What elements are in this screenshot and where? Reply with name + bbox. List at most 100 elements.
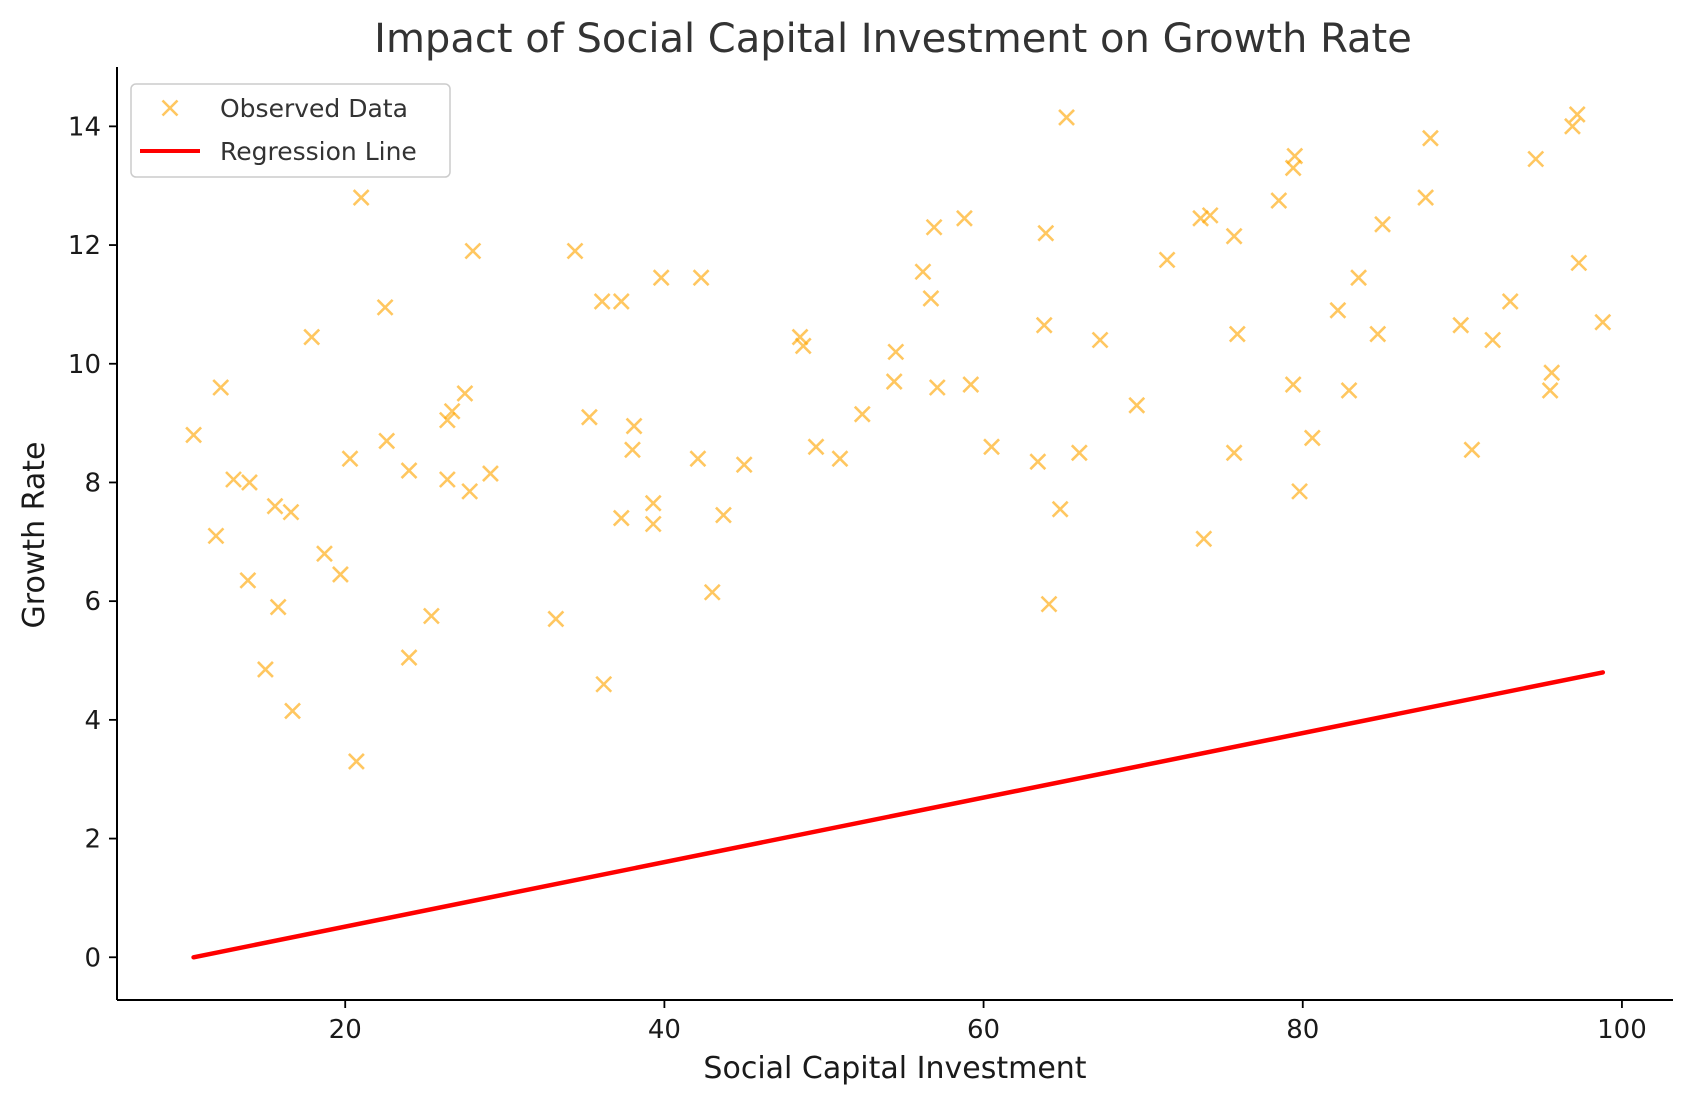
- data-point: [347, 752, 365, 770]
- data-point: [703, 583, 721, 601]
- data-point: [1286, 147, 1304, 165]
- data-point: [341, 450, 359, 468]
- data-point: [612, 293, 630, 310]
- data-point: [1564, 117, 1581, 135]
- data-point: [1374, 215, 1391, 233]
- data-point: [400, 649, 418, 666]
- data-point: [1329, 301, 1347, 319]
- data-point: [962, 376, 980, 393]
- x-axis-ticks: 20 40 60 80 100: [329, 1000, 1647, 1045]
- x-tick-label: 100: [1597, 1015, 1647, 1045]
- data-point: [1051, 500, 1069, 518]
- data-point: [689, 450, 707, 468]
- data-point: [914, 263, 932, 281]
- y-tick-label: 0: [84, 943, 101, 973]
- plot-area: [185, 106, 1612, 960]
- data-point: [266, 497, 284, 515]
- data-point: [316, 545, 333, 563]
- data-point: [791, 328, 809, 346]
- data-point: [644, 515, 662, 533]
- regression-series: [191, 670, 1606, 960]
- data-point: [922, 290, 940, 307]
- data-point: [207, 527, 225, 545]
- data-point: [1225, 227, 1243, 245]
- data-point: [1195, 530, 1213, 548]
- data-point: [225, 471, 242, 488]
- data-point: [1594, 313, 1612, 331]
- data-point: [461, 482, 479, 500]
- x-tick-label: 60: [967, 1015, 1000, 1045]
- y-tick-label: 12: [68, 231, 101, 261]
- data-point: [887, 343, 905, 361]
- data-point: [456, 385, 474, 402]
- data-point: [1484, 331, 1502, 349]
- data-point: [332, 566, 349, 583]
- data-point: [1340, 382, 1358, 399]
- data-point: [1091, 331, 1109, 349]
- x-axis-label: Social Capital Investment: [703, 1051, 1086, 1086]
- data-point: [1270, 192, 1288, 209]
- data-point: [652, 269, 670, 287]
- regression-line: [191, 670, 1606, 960]
- data-point: [1303, 429, 1321, 447]
- data-point: [624, 441, 641, 459]
- x-tick-label: 80: [1286, 1015, 1319, 1045]
- data-point: [256, 660, 274, 678]
- data-point: [1452, 316, 1470, 334]
- data-point: [595, 675, 613, 693]
- y-tick-label: 2: [84, 825, 101, 855]
- data-point: [928, 379, 946, 396]
- y-tick-label: 14: [68, 112, 101, 142]
- data-point: [1570, 254, 1588, 272]
- data-point: [1350, 269, 1368, 287]
- x-tick-label: 40: [648, 1015, 681, 1045]
- chart-title: Impact of Social Capital Investment on G…: [374, 16, 1412, 62]
- data-point: [438, 471, 456, 488]
- data-point: [438, 411, 456, 429]
- data-point: [692, 269, 710, 287]
- data-point: [1568, 106, 1586, 123]
- data-point: [807, 438, 825, 456]
- data-point: [1225, 444, 1243, 462]
- data-point: [735, 456, 753, 474]
- y-tick-label: 8: [84, 468, 101, 498]
- data-point: [1037, 224, 1055, 242]
- data-point: [1192, 209, 1210, 227]
- y-tick-label: 4: [84, 706, 101, 736]
- data-point: [925, 218, 943, 236]
- data-point: [580, 408, 598, 426]
- data-point: [303, 328, 321, 346]
- data-point: [715, 506, 732, 524]
- data-point: [1541, 382, 1559, 399]
- legend-observed-marker: [161, 99, 179, 117]
- data-point: [625, 417, 643, 435]
- data-point: [284, 702, 301, 720]
- data-point: [378, 432, 396, 450]
- y-axis-label: Growth Rate: [17, 442, 52, 629]
- data-point: [644, 494, 662, 512]
- data-point: [464, 242, 482, 260]
- data-point: [282, 503, 300, 521]
- y-axis-ticks: 0 2 4 6 8 10 12 14: [68, 112, 117, 973]
- data-point: [794, 337, 812, 355]
- data-point: [956, 209, 973, 227]
- data-point: [1369, 325, 1387, 343]
- data-point: [831, 450, 849, 468]
- data-point: [482, 465, 499, 482]
- data-point: [1201, 206, 1219, 224]
- data-point: [1058, 109, 1075, 126]
- data-point: [185, 426, 203, 444]
- data-point: [422, 607, 440, 625]
- legend: Observed Data Regression Line: [130, 83, 451, 178]
- data-point: [1070, 444, 1088, 462]
- data-point: [885, 373, 903, 390]
- data-point: [1040, 595, 1058, 613]
- data-point: [1291, 482, 1308, 500]
- x-tick-label: 20: [329, 1015, 362, 1045]
- legend-regression-label: Regression Line: [220, 137, 417, 166]
- data-point: [376, 298, 394, 316]
- scatter-series: [185, 106, 1612, 770]
- data-point: [1029, 453, 1047, 471]
- data-point: [1228, 325, 1246, 343]
- data-point: [566, 242, 584, 260]
